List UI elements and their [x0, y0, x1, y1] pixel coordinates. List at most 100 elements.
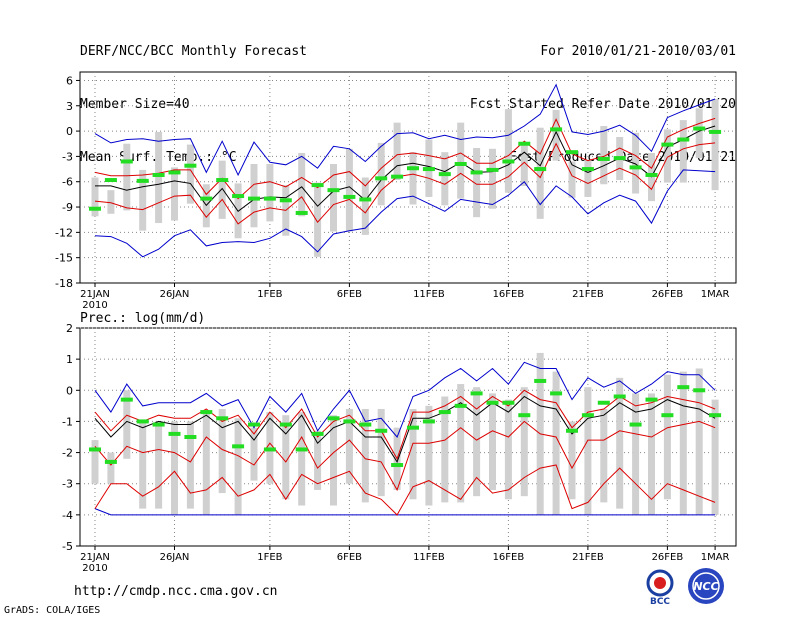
panel0-xtick-label: 21JAN: [80, 289, 110, 300]
source-url[interactable]: http://cmdp.ncc.cma.gov.cn: [74, 584, 278, 599]
panel1-marker: [104, 459, 117, 464]
panel0-marker: [200, 196, 213, 201]
panel1-box: [298, 412, 306, 506]
panel0-frame: [79, 71, 737, 284]
panel1-xtick-label: 26FEB: [652, 552, 684, 563]
panel1-marker: [502, 400, 515, 405]
panel1-box: [473, 387, 481, 497]
agency-logos: BCC NCC: [646, 568, 724, 607]
panel0-upper-spread-line: [94, 117, 716, 200]
panel1-xtick-label: 6FEB: [337, 552, 362, 563]
panel1-box: [616, 377, 624, 509]
panel1-box: [377, 408, 385, 497]
panel1-marker: [550, 391, 563, 396]
panel0-marker: [534, 167, 547, 172]
panel0-box: [600, 126, 608, 185]
panel0-ytick-label: -9: [62, 201, 73, 214]
panel0-ytick-label: 6: [66, 74, 73, 87]
panel0-max-line: [94, 83, 716, 177]
panel0-marker: [279, 198, 292, 203]
panel0-box: [186, 144, 194, 204]
panel0-box: [250, 163, 258, 228]
panel1-box: [568, 421, 576, 500]
panel1-box: [123, 390, 131, 459]
panel1-marker: [200, 410, 213, 415]
panel1-xtick-label: 1FEB: [257, 552, 282, 563]
panel0-xtick-label: 6FEB: [337, 289, 362, 300]
panel0-box: [409, 152, 417, 205]
panel0-box: [91, 177, 99, 217]
panel1-marker: [89, 447, 101, 452]
panel0-box: [361, 177, 369, 235]
panel0-marker: [454, 161, 467, 166]
panel0-marker: [152, 172, 165, 177]
panel0-marker: [89, 206, 101, 211]
panel1-box: [679, 371, 687, 515]
panel0-marker: [502, 159, 515, 164]
panel0-box: [218, 160, 226, 219]
panel0-marker: [693, 126, 706, 131]
panel0-box: [155, 131, 163, 224]
panel0-marker: [311, 183, 324, 188]
panel0-marker: [216, 178, 229, 183]
ncc-logo-text: NCC: [693, 580, 718, 593]
panel0-box: [107, 190, 115, 214]
panel1-box: [504, 399, 512, 500]
panel1-marker: [407, 425, 419, 430]
panel1-marker: [693, 388, 706, 393]
panel1-box: [186, 421, 194, 509]
panel0-marker: [629, 165, 642, 170]
panel0-marker: [327, 188, 340, 193]
panel0-xtick-label: 26FEB: [652, 289, 684, 300]
panel1-marker: [629, 422, 642, 427]
panel1-box: [600, 408, 608, 503]
panel1-marker: [391, 463, 404, 468]
precip-panel-title: Prec.: log(mm/d): [80, 311, 206, 326]
panel1-marker: [581, 413, 594, 418]
panel0-marker: [438, 172, 451, 177]
panel1-marker: [263, 447, 276, 452]
panel1-box: [489, 393, 496, 490]
panel0-xtick-label: 1FEB: [257, 289, 282, 300]
panel1-ytick-label: -3: [62, 478, 73, 491]
panel0-box: [520, 142, 528, 186]
panel0-xtick-label: 1MAR: [701, 289, 730, 300]
panel1-marker: [136, 419, 149, 424]
panel0-marker: [661, 142, 674, 147]
panel1-upper-spread-line: [94, 389, 716, 461]
panel1-ytick-label: -1: [62, 415, 73, 428]
panel0-marker: [677, 137, 690, 142]
panel0-box: [314, 182, 322, 257]
panel1-marker: [518, 413, 531, 418]
panel1-box: [107, 452, 115, 484]
panel0-box: [504, 109, 512, 193]
panel0-marker: [375, 176, 388, 181]
panel0-box: [711, 99, 719, 191]
panel0-marker: [709, 129, 722, 134]
panel0-ytick-label: -3: [62, 150, 73, 163]
panel1-box: [250, 427, 258, 481]
panel0-xtick-label: 16FEB: [493, 289, 525, 300]
panel1-marker: [709, 413, 722, 418]
panel0-marker: [486, 167, 499, 172]
panel0-marker: [232, 194, 245, 199]
panel1-box: [409, 408, 417, 500]
panel0-marker: [104, 178, 117, 183]
panel0-marker: [184, 163, 197, 168]
ncc-logo: NCC: [688, 568, 724, 604]
panel0-xtick-label: 21FEB: [572, 289, 604, 300]
panel1-marker: [470, 391, 483, 396]
panel1-box: [218, 408, 226, 494]
panel0-box: [536, 127, 544, 219]
panel1-xtick-label: 21JAN: [80, 552, 110, 563]
panel0-box: [123, 143, 131, 211]
panel1-marker: [327, 416, 340, 421]
member-size: Member Size=40: [80, 97, 190, 112]
panel1-box: [361, 408, 369, 503]
panel1-box: [171, 421, 178, 515]
panel1-marker: [597, 400, 610, 405]
panel1-marker: [168, 431, 181, 436]
panel0-box: [663, 129, 671, 183]
panel0-marker: [295, 210, 308, 215]
panel0-box: [345, 148, 353, 232]
